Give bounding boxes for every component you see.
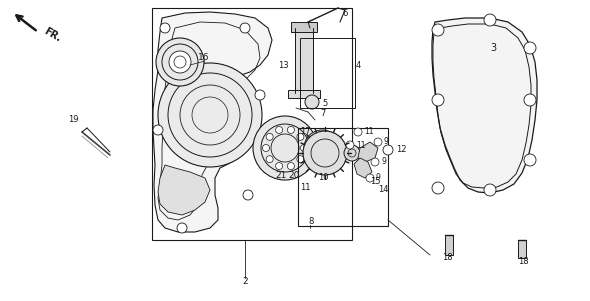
Text: 8: 8 <box>308 218 313 226</box>
Circle shape <box>158 63 262 167</box>
Circle shape <box>305 95 319 109</box>
Text: 13: 13 <box>278 61 289 70</box>
Text: 17: 17 <box>300 128 310 136</box>
Circle shape <box>304 130 340 166</box>
Circle shape <box>300 144 307 151</box>
Text: 9: 9 <box>381 157 386 166</box>
Text: 20: 20 <box>288 170 299 179</box>
Bar <box>288 90 320 98</box>
Circle shape <box>266 156 273 163</box>
Text: 18: 18 <box>442 253 453 262</box>
Text: 18: 18 <box>518 257 529 266</box>
Circle shape <box>432 94 444 106</box>
Circle shape <box>240 23 250 33</box>
Text: 7: 7 <box>320 110 325 119</box>
Text: 6: 6 <box>342 10 348 18</box>
Circle shape <box>484 14 496 26</box>
Circle shape <box>383 145 393 155</box>
Circle shape <box>169 51 191 73</box>
Circle shape <box>160 23 170 33</box>
Circle shape <box>153 125 163 135</box>
Circle shape <box>366 174 374 182</box>
Polygon shape <box>354 158 372 178</box>
Circle shape <box>177 223 187 233</box>
Circle shape <box>297 156 304 163</box>
Bar <box>152 8 352 240</box>
Text: 9: 9 <box>376 173 381 182</box>
Bar <box>445 235 453 255</box>
Text: 12: 12 <box>396 145 407 154</box>
Circle shape <box>344 145 360 161</box>
Bar <box>518 240 526 258</box>
Circle shape <box>156 38 204 86</box>
Circle shape <box>243 190 253 200</box>
Circle shape <box>484 184 496 196</box>
Text: 19: 19 <box>68 116 78 125</box>
Text: 3: 3 <box>490 43 496 53</box>
Text: 5: 5 <box>322 98 327 107</box>
Text: 11: 11 <box>364 128 373 136</box>
Circle shape <box>287 126 294 133</box>
Text: 21: 21 <box>275 170 286 179</box>
Text: 16: 16 <box>198 54 209 63</box>
Text: 14: 14 <box>378 185 388 194</box>
Polygon shape <box>358 142 378 162</box>
Text: 2: 2 <box>242 278 248 287</box>
Text: 15: 15 <box>370 178 381 187</box>
Circle shape <box>374 138 382 146</box>
Circle shape <box>266 133 273 140</box>
Circle shape <box>432 182 444 194</box>
Circle shape <box>432 24 444 36</box>
Circle shape <box>276 163 283 169</box>
Polygon shape <box>432 18 537 193</box>
Circle shape <box>371 158 379 166</box>
Polygon shape <box>158 165 210 215</box>
Circle shape <box>524 42 536 54</box>
Bar <box>300 38 355 108</box>
Circle shape <box>524 154 536 166</box>
Circle shape <box>346 141 354 149</box>
Circle shape <box>297 133 304 140</box>
Circle shape <box>354 128 362 136</box>
Circle shape <box>276 126 283 133</box>
Text: 4: 4 <box>356 61 361 70</box>
Polygon shape <box>153 12 272 232</box>
Text: 9: 9 <box>384 138 389 147</box>
Bar <box>295 28 313 93</box>
Bar <box>291 22 317 32</box>
Text: 11: 11 <box>356 141 365 150</box>
Text: 11: 11 <box>300 184 310 193</box>
Circle shape <box>524 94 536 106</box>
Circle shape <box>287 163 294 169</box>
Bar <box>298 128 388 226</box>
Circle shape <box>255 90 265 100</box>
Text: 10: 10 <box>318 173 329 182</box>
Circle shape <box>303 131 347 175</box>
Circle shape <box>263 144 270 151</box>
Text: FR.: FR. <box>42 26 63 44</box>
Circle shape <box>253 116 317 180</box>
